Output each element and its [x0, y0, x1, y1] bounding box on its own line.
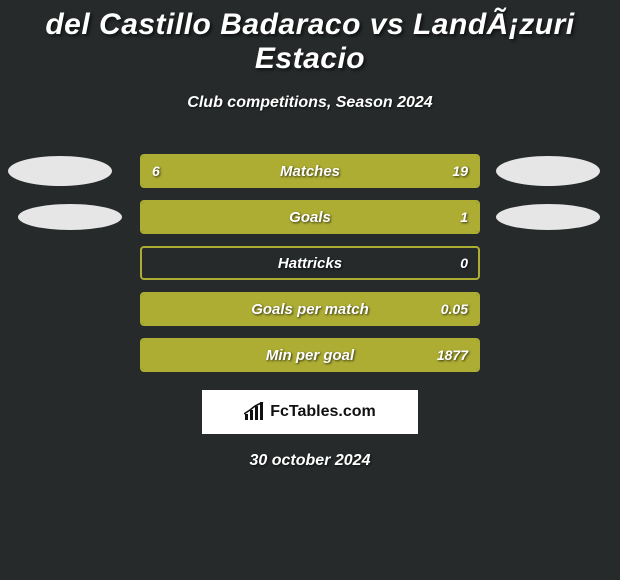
player-badge-right: [496, 204, 600, 230]
stat-bar: Goals1: [140, 200, 480, 234]
page-subtitle: Club competitions, Season 2024: [0, 94, 620, 112]
stat-label: Min per goal: [142, 347, 478, 364]
stat-value-right: 1877: [437, 347, 468, 363]
bar-container: Goals per match0.05: [140, 292, 480, 326]
stat-bar: Hattricks0: [140, 246, 480, 280]
brand-text: FcTables.com: [270, 403, 376, 421]
player-badge-left: [18, 204, 122, 230]
bar-container: Min per goal1877: [140, 338, 480, 372]
stat-row: 6Matches19: [0, 154, 620, 188]
bar-container: 6Matches19: [140, 154, 480, 188]
footer-date: 30 october 2024: [0, 452, 620, 470]
stats-area: 6Matches19 Goals1 Hattricks0 Goals per matc…: [0, 154, 620, 372]
player-badge-right: [496, 156, 600, 186]
stat-row: Hattricks0: [0, 246, 620, 280]
stat-label: Matches: [142, 163, 478, 180]
stat-label: Goals: [142, 209, 478, 226]
stat-bar: 6Matches19: [140, 154, 480, 188]
stat-value-right: 0: [460, 255, 468, 271]
stat-bar: Goals per match0.05: [140, 292, 480, 326]
bar-container: Goals1: [140, 200, 480, 234]
stat-label: Goals per match: [142, 301, 478, 318]
stat-value-right: 19: [452, 163, 468, 179]
stat-label: Hattricks: [142, 255, 478, 272]
brand-box[interactable]: FcTables.com: [202, 390, 418, 434]
stat-value-right: 1: [460, 209, 468, 225]
page-title: del Castillo Badaraco vs LandÃ¡zuri Esta…: [0, 0, 620, 76]
player-badge-left: [8, 156, 112, 186]
stat-row: Goals1: [0, 200, 620, 234]
stat-row: Min per goal1877: [0, 338, 620, 372]
bar-chart-icon: [244, 402, 266, 422]
stat-row: Goals per match0.05: [0, 292, 620, 326]
stat-bar: Min per goal1877: [140, 338, 480, 372]
bar-container: Hattricks0: [140, 246, 480, 280]
stat-value-right: 0.05: [441, 301, 468, 317]
